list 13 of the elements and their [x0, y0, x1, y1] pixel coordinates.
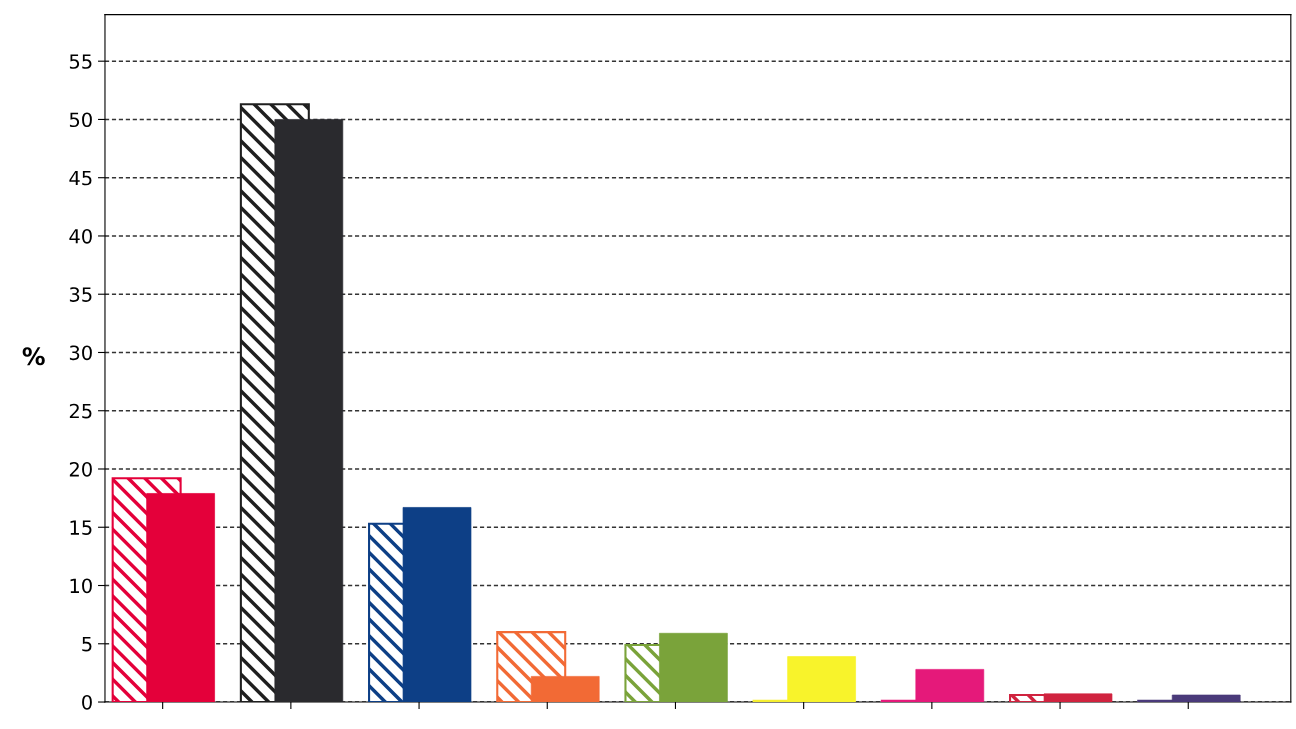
- y-tick-label: 35: [69, 287, 92, 302]
- y-tick-label: 0: [82, 694, 92, 710]
- y-tick-label: 50: [69, 112, 92, 128]
- y-tick-label: 45: [69, 170, 92, 186]
- y-tick-label: 55: [69, 54, 92, 69]
- y-tick-label: 20: [69, 461, 92, 477]
- y-tick-label: 30: [69, 345, 92, 361]
- y-tick-label: 10: [70, 578, 92, 594]
- y-tick-label: 25: [69, 403, 92, 419]
- y-tick-label: 15: [70, 520, 92, 535]
- y-tick-label: 40: [69, 228, 92, 244]
- y-axis-title: %: [22, 347, 45, 366]
- y-tick-label: 5: [82, 636, 92, 652]
